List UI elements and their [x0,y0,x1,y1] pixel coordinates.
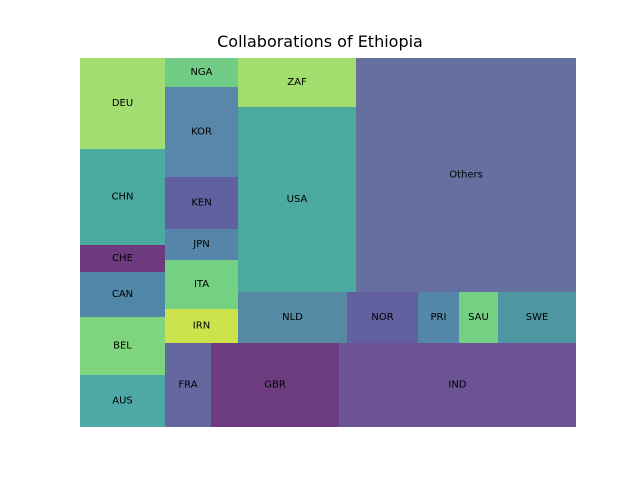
tile-label-usa: USA [287,194,308,205]
tile-bel [80,317,165,375]
tile-label-irn: IRN [193,321,210,332]
tile-kor [165,87,238,177]
tile-label-zaf: ZAF [287,77,307,88]
tile-label-fra: FRA [178,380,197,391]
tile-label-deu: DEU [112,98,133,109]
tile-ind [339,343,576,427]
tile-ita [165,260,238,309]
tile-zaf [238,58,356,107]
tile-label-aus: AUS [112,396,133,407]
tile-gbr [211,343,339,427]
tile-jpn [165,229,238,260]
tile-label-nld: NLD [282,312,303,323]
tile-ken [165,177,238,229]
tile-label-swe: SWE [526,312,549,323]
tile-usa [238,107,356,292]
tile-deu [80,58,165,149]
tile-label-pri: PRI [431,312,447,323]
tile-aus [80,375,165,427]
tile-label-bel: BEL [113,341,132,352]
tile-others [356,58,576,292]
tile-irn [165,309,238,343]
tile-label-nor: NOR [371,312,393,323]
tile-label-sau: SAU [468,312,489,323]
tile-label-nga: NGA [190,67,212,78]
tile-label-can: CAN [112,289,133,300]
tile-nld [238,292,347,343]
tile-label-jpn: JPN [192,239,209,250]
tile-che [80,245,165,272]
tile-label-che: CHE [112,253,133,264]
tile-label-others: Others [449,170,483,181]
tile-label-ind: IND [448,380,466,391]
tile-swe [498,292,576,343]
tile-label-chn: CHN [112,192,134,203]
tile-label-ken: KEN [191,198,211,209]
tile-fra [165,343,211,427]
tile-label-gbr: GBR [264,380,286,391]
tile-label-ita: ITA [194,279,209,290]
tile-chn [80,149,165,245]
chart-title: Collaborations of Ethiopia [217,32,423,51]
tile-can [80,272,165,317]
tile-sau [459,292,498,343]
tile-label-kor: KOR [191,127,212,138]
tile-nor [347,292,418,343]
tile-pri [418,292,459,343]
tile-nga [165,58,238,87]
